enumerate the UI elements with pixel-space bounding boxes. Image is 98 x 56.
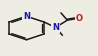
Text: O: O <box>75 14 82 23</box>
Text: N: N <box>23 12 30 21</box>
Text: N: N <box>52 23 59 32</box>
